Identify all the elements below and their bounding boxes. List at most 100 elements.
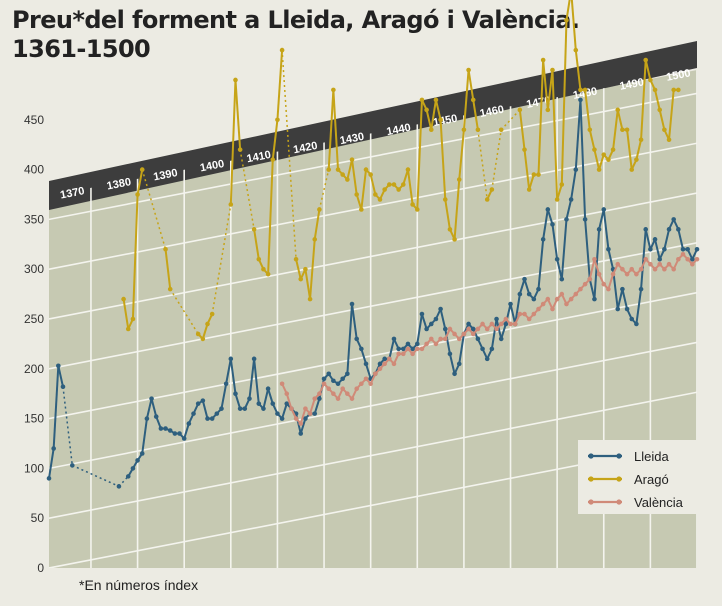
data-point	[223, 381, 229, 387]
data-point	[433, 316, 439, 322]
series-segment	[462, 69, 470, 130]
data-point	[139, 451, 145, 456]
data-point	[391, 182, 397, 187]
series-segment	[122, 298, 130, 330]
series-segment	[360, 348, 367, 365]
series-segment	[635, 288, 643, 325]
series-segment	[164, 249, 172, 290]
data-point	[652, 266, 658, 272]
y-tick-label: 150	[24, 412, 44, 426]
data-point	[331, 391, 336, 397]
year-band	[49, 41, 697, 210]
series-segment	[668, 89, 675, 140]
data-point	[694, 256, 700, 262]
data-point	[456, 336, 462, 342]
series-segment	[267, 159, 274, 275]
series-segment	[351, 303, 358, 340]
data-point	[503, 316, 509, 322]
data-point	[694, 246, 700, 252]
series-segment	[309, 398, 316, 414]
data-point	[540, 301, 546, 307]
x-tick-label: 1380	[106, 176, 132, 192]
series-segment	[444, 328, 451, 355]
series-segment	[584, 89, 591, 130]
data-point	[466, 326, 471, 332]
data-point	[461, 127, 467, 133]
data-point	[680, 246, 686, 252]
data-point	[163, 246, 168, 252]
data-point	[475, 326, 481, 332]
series-segment	[453, 179, 461, 240]
data-point	[480, 346, 485, 352]
series-segment	[518, 278, 526, 295]
series-segment	[225, 358, 232, 384]
data-point	[620, 286, 625, 292]
series-València	[279, 251, 700, 426]
series-segment	[644, 229, 652, 250]
data-point	[634, 271, 639, 277]
data-point	[568, 197, 574, 202]
data-point	[382, 361, 387, 367]
series-segment	[523, 149, 531, 190]
data-point	[582, 87, 588, 93]
data-point	[456, 177, 462, 182]
data-point	[177, 431, 182, 436]
data-point	[503, 321, 509, 327]
data-point	[331, 87, 336, 93]
data-point	[466, 67, 471, 73]
series-segment	[574, 49, 582, 91]
data-point	[634, 321, 639, 327]
series-segment	[644, 59, 652, 81]
data-point	[181, 436, 187, 441]
data-point	[438, 306, 443, 312]
legend-marker	[616, 499, 622, 505]
data-point	[284, 401, 290, 406]
data-point	[545, 207, 551, 212]
series-segment	[141, 418, 148, 454]
series-segment	[542, 59, 549, 110]
data-point	[606, 286, 611, 292]
series-segment	[677, 229, 684, 250]
data-point	[424, 326, 429, 332]
data-point	[578, 87, 583, 93]
series-segment	[136, 169, 144, 195]
data-point	[489, 346, 495, 352]
data-point	[373, 371, 378, 377]
series-segment	[201, 400, 209, 419]
data-point	[442, 326, 448, 332]
hgridline	[49, 391, 697, 519]
chart-title: Preu*del forment a Lleida, Aragó i Valèn…	[12, 6, 580, 64]
data-point	[685, 256, 690, 262]
data-point	[270, 157, 276, 162]
data-point	[317, 391, 322, 397]
data-point	[312, 237, 318, 242]
data-point	[251, 227, 257, 232]
data-point	[209, 416, 215, 421]
chart-title-line1: Preu*del forment a Lleida, Aragó i Valèn…	[12, 6, 580, 34]
data-point	[433, 97, 439, 103]
data-point	[200, 398, 206, 403]
data-point	[442, 336, 448, 342]
series-segment	[406, 169, 414, 205]
chart-title-line2: 1361-1500	[12, 35, 151, 63]
data-point	[676, 227, 681, 232]
series-segment	[570, 0, 577, 51]
data-point	[70, 463, 75, 468]
data-point	[662, 246, 667, 252]
data-point	[652, 87, 658, 93]
series-segment	[360, 169, 368, 210]
data-point	[345, 371, 350, 377]
data-point	[648, 246, 653, 252]
x-tick-label: 1490	[619, 76, 645, 92]
data-point	[121, 296, 126, 302]
data-point	[484, 326, 490, 332]
series-segment	[439, 119, 447, 200]
x-tick-label: 1370	[59, 185, 85, 201]
data-point	[629, 266, 635, 272]
data-point	[666, 227, 672, 232]
data-point	[536, 172, 541, 177]
series-segment	[616, 109, 624, 130]
series-segment	[304, 269, 312, 300]
data-point	[480, 321, 485, 327]
data-point	[382, 187, 387, 192]
